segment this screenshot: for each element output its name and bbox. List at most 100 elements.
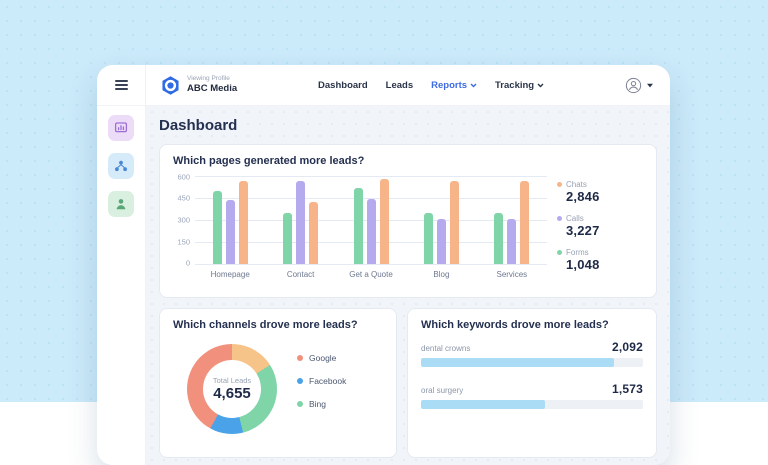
gridline xyxy=(195,198,547,199)
pages-card-title: Which pages generated more leads? xyxy=(173,155,365,167)
y-tick: 300 xyxy=(177,215,190,225)
keyword-label: oral surgery xyxy=(421,386,464,395)
bar-chats xyxy=(309,202,319,264)
legend-label: Forms xyxy=(566,248,589,257)
top-navbar: Viewing Profile ABC Media Dashboard Lead… xyxy=(97,65,670,106)
channels-card-title: Which channels drove more leads? xyxy=(173,319,358,331)
sidebar-item-team[interactable] xyxy=(108,153,134,179)
forms-dot-icon xyxy=(557,250,562,255)
app-body: Dashboard Which pages generated more lea… xyxy=(97,106,670,465)
brand-logo-icon xyxy=(160,75,181,96)
keyword-bar-fill xyxy=(421,358,615,367)
pages-leads-card: Which pages generated more leads? 600 45… xyxy=(159,144,657,298)
channels-donut-chart: Total Leads 4,655 xyxy=(187,344,277,434)
calls-dot-icon xyxy=(557,216,562,221)
legend-value: 2,846 xyxy=(566,189,600,204)
x-axis-label: Homepage xyxy=(210,270,250,279)
channels-legend: Google Facebook Bing xyxy=(297,344,346,409)
keyword-bar-track xyxy=(421,358,643,367)
keyword-label: dental crowns xyxy=(421,344,471,353)
keywords-card: Which keywords drove more leads? dental … xyxy=(407,308,657,458)
facebook-dot-icon xyxy=(297,378,303,384)
nav-leads[interactable]: Leads xyxy=(386,80,413,91)
legend-item-calls: Calls 3,227 xyxy=(557,214,643,238)
menu-toggle-button[interactable] xyxy=(97,65,146,105)
brand[interactable]: Viewing Profile ABC Media xyxy=(146,75,237,96)
y-tick: 450 xyxy=(177,193,190,203)
app-window: Viewing Profile ABC Media Dashboard Lead… xyxy=(97,65,670,465)
team-network-icon xyxy=(114,159,128,173)
main-content: Dashboard Which pages generated more lea… xyxy=(146,106,670,465)
gridline xyxy=(195,264,547,265)
main-nav: Dashboard Leads Reports Tracking xyxy=(318,80,544,91)
bar-calls xyxy=(507,218,517,264)
legend-item-chats: Chats 2,846 xyxy=(557,180,643,204)
legend-value: 3,227 xyxy=(566,223,600,238)
keyword-row: oral surgery 1,573 xyxy=(421,382,643,409)
chevron-down-icon xyxy=(537,83,544,88)
nav-leads-label: Leads xyxy=(385,79,414,91)
x-axis-label: Contact xyxy=(286,270,315,279)
brand-text: Viewing Profile ABC Media xyxy=(187,75,237,95)
channels-card: Which channels drove more leads? Total L… xyxy=(159,308,397,458)
bar-group xyxy=(336,176,406,264)
contact-person-icon xyxy=(114,197,128,211)
legend-item-forms: Forms 1,048 xyxy=(557,248,643,272)
bar-forms xyxy=(283,212,293,264)
keyword-bar-track xyxy=(421,400,643,409)
x-axis-label: Blog xyxy=(433,270,450,279)
bar-group xyxy=(406,176,476,264)
viewing-profile-label: Viewing Profile xyxy=(187,75,230,82)
legend-label: Google xyxy=(309,353,337,363)
bar-calls xyxy=(225,200,235,264)
bar-calls xyxy=(366,199,376,264)
page-title: Dashboard xyxy=(159,117,238,134)
bar-chats xyxy=(520,181,530,264)
bar-forms xyxy=(212,190,222,264)
legend-value: 1,048 xyxy=(566,257,600,272)
gridline xyxy=(195,176,547,177)
pages-chart-legend: Chats 2,846 Calls 3,227 xyxy=(547,176,643,279)
y-tick: 150 xyxy=(177,237,190,247)
bar-groups xyxy=(195,176,547,264)
y-tick: 0 xyxy=(185,258,190,268)
bar-group xyxy=(477,176,547,264)
nav-reports[interactable]: Reports xyxy=(431,80,477,91)
hamburger-icon xyxy=(114,78,128,92)
google-dot-icon xyxy=(297,355,303,361)
bar-forms xyxy=(494,212,504,264)
pages-bar-chart: 600 450 300 150 0 xyxy=(173,172,547,279)
nav-dashboard[interactable]: Dashboard xyxy=(318,80,368,91)
legend-label: Bing xyxy=(309,399,327,409)
sidebar-item-contacts[interactable] xyxy=(108,191,134,217)
nav-tracking[interactable]: Tracking xyxy=(495,80,544,91)
chevron-down-icon xyxy=(470,83,477,88)
account-menu-button[interactable] xyxy=(625,77,670,94)
keyword-value: 2,092 xyxy=(611,340,643,354)
keyword-row: dental crowns 2,092 xyxy=(421,340,643,367)
chats-dot-icon xyxy=(557,182,562,187)
bar-forms xyxy=(353,188,363,264)
keyword-bar-fill xyxy=(421,400,546,409)
bar-group xyxy=(195,176,265,264)
sidebar xyxy=(97,106,146,465)
legend-item-google: Google xyxy=(297,353,346,363)
y-axis: 600 450 300 150 0 xyxy=(173,172,195,267)
user-avatar-icon xyxy=(625,77,642,94)
x-axis: Homepage Contact Get a Quote Blog Services xyxy=(195,270,547,279)
x-axis-label: Services xyxy=(496,270,528,279)
bar-calls xyxy=(296,181,306,264)
y-tick: 600 xyxy=(177,172,190,182)
nav-dashboard-label: Dashboard xyxy=(318,79,368,91)
bar-chats xyxy=(449,181,459,264)
caret-down-icon xyxy=(646,83,654,88)
bar-forms xyxy=(423,212,433,264)
bar-plot xyxy=(195,176,547,265)
analytics-icon xyxy=(114,121,128,135)
donut-center: Total Leads 4,655 xyxy=(203,360,261,418)
donut-center-label: Total Leads xyxy=(212,375,252,385)
sidebar-item-analytics[interactable] xyxy=(108,115,134,141)
bar-chats xyxy=(238,181,248,264)
